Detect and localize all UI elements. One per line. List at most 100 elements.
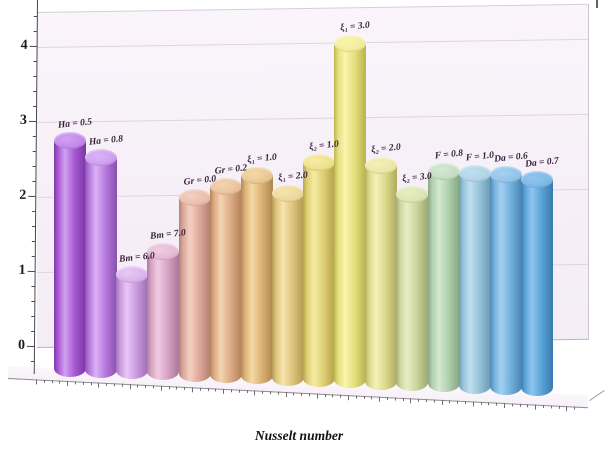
bar-cylinder: [489, 166, 522, 396]
y-axis-major-tick: [28, 195, 36, 198]
floor-tick: [137, 384, 139, 388]
floor-tick: [519, 403, 521, 407]
floor-tick: [379, 396, 381, 402]
floor-tick: [231, 389, 232, 392]
floor-tick: [192, 387, 193, 392]
floor-tick: [527, 404, 529, 407]
y-axis-minor-tick: [30, 330, 35, 333]
floor-tick: [59, 380, 61, 384]
bar-cylinder-cap: [271, 184, 304, 202]
y-axis: 4 3 2 1 0: [0, 0, 60, 453]
bar-cylinder-body: [116, 274, 149, 380]
floor-tick: [82, 381, 84, 385]
bar-cylinder-body: [303, 162, 336, 388]
floor-tick: [285, 392, 287, 397]
bar-cylinder-cap: [178, 188, 211, 206]
floor-tick: [199, 387, 201, 391]
bar-cylinder-cap: [427, 163, 460, 181]
y-axis-minor-tick: [32, 135, 36, 138]
y-axis-major-tick: [27, 270, 35, 273]
floor-tick: [550, 405, 552, 408]
bar-cylinder-cap: [365, 156, 398, 174]
floor-tick: [246, 390, 248, 393]
bar-cylinder-body: [489, 174, 522, 396]
floor-tick: [301, 392, 303, 396]
floor-tick: [176, 386, 178, 390]
bar-cylinder: [209, 178, 242, 384]
floor-tick: [558, 405, 560, 409]
floor-tick: [184, 386, 186, 390]
bar-cylinder: [147, 243, 180, 381]
bar-cylinder-body: [271, 193, 304, 386]
bar-cylinder-cap: [334, 35, 367, 53]
bar-cylinder: [54, 131, 86, 377]
floor-tick: [480, 401, 482, 405]
bar-cylinder-body: [427, 171, 460, 393]
floor-right-edge-line: [589, 390, 605, 401]
floor-tick: [277, 391, 279, 395]
bar-cylinder: [458, 164, 491, 394]
bar-cylinder: [178, 188, 211, 382]
bar-cylinder: [334, 35, 367, 389]
bar-cylinder-body: [334, 43, 367, 389]
floor-tick: [215, 388, 217, 392]
floor-tick: [371, 396, 373, 399]
y-axis-tick-label: 4: [20, 37, 28, 53]
bar-cylinder: [520, 171, 553, 397]
bar-cylinder-cap: [240, 167, 273, 185]
gridline-4: [37, 38, 588, 48]
floor-tick: [145, 384, 147, 388]
y-axis-tick-label: 2: [19, 187, 27, 203]
bar-cylinder-cap: [147, 243, 180, 261]
y-axis-minor-tick: [32, 150, 36, 153]
bar-cylinder: [85, 148, 118, 378]
bar-cylinder-body: [240, 175, 273, 385]
y-axis-tick-label: 0: [17, 337, 26, 353]
floor-tick: [262, 390, 264, 394]
gridline-3: [37, 113, 588, 123]
floor-tick: [223, 388, 225, 394]
floor-tick: [90, 382, 92, 385]
y-axis-tick-label: 1: [18, 262, 26, 278]
floor-tick: [160, 385, 162, 391]
floor-tick: [426, 399, 427, 402]
floor-tick: [496, 402, 498, 406]
floor-tick: [488, 402, 490, 405]
bar-cylinder-cap: [116, 266, 149, 284]
floor-tick: [309, 393, 310, 396]
y-axis-minor-tick: [32, 75, 37, 78]
floor-tick: [129, 384, 131, 389]
bar-cylinder: [116, 266, 149, 380]
floor-tick: [67, 380, 69, 386]
floor-tick: [449, 400, 451, 403]
floor-tick: [457, 400, 459, 404]
floor-tick: [238, 389, 240, 393]
y-axis-minor-tick: [31, 210, 36, 213]
bar-cylinder-cap: [489, 166, 522, 184]
y-axis-minor-tick: [30, 285, 35, 288]
bar-cylinder-body: [85, 157, 118, 378]
floor-tick: [543, 405, 544, 408]
bar-cylinder-body: [365, 165, 398, 390]
bar-cylinder: [271, 184, 304, 386]
floor-tick: [504, 403, 505, 408]
bar-cylinder-body: [209, 186, 242, 384]
bar-cylinder-cap: [458, 164, 491, 182]
floor-tick: [332, 394, 334, 397]
chart-title: Nusselt number: [254, 428, 344, 443]
y-axis-major-tick: [28, 120, 36, 123]
floor-tick: [114, 383, 115, 386]
y-axis-minor-tick: [31, 180, 36, 183]
y-axis-minor-tick: [33, 15, 37, 18]
floor-tick: [574, 406, 576, 410]
floor-tick: [98, 382, 100, 388]
floor-tick: [340, 394, 342, 398]
y-axis-minor-tick: [32, 90, 37, 93]
bar-cylinder-cap: [54, 131, 86, 149]
bar-cylinder-cap: [209, 178, 242, 196]
y-axis-major-tick: [26, 345, 34, 348]
bar-cylinder-body: [520, 179, 553, 397]
bar-cylinder-body: [458, 173, 491, 394]
floor-tick: [324, 393, 326, 397]
floor-tick: [418, 398, 420, 402]
